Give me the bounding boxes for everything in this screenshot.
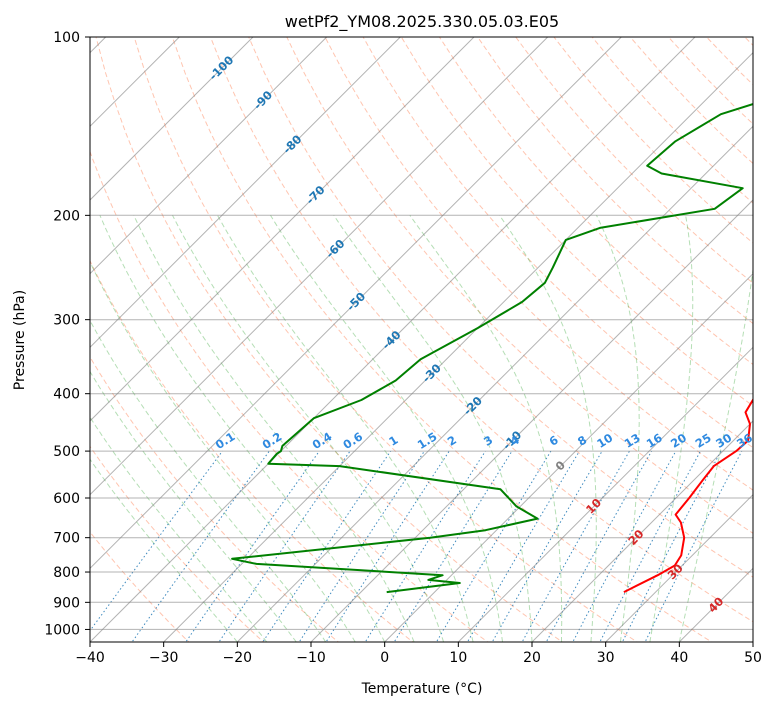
mixing-ratio-line xyxy=(466,450,580,642)
y-tick-label: 600 xyxy=(53,491,80,507)
moist-adiabat xyxy=(99,215,386,642)
x-tick-label: 10 xyxy=(449,650,467,666)
dry-adiabat xyxy=(286,37,753,534)
x-tick-label: 30 xyxy=(597,650,615,666)
x-tick-label: 0 xyxy=(380,650,389,666)
x-tick-label: 50 xyxy=(744,650,762,666)
dry-adiabat xyxy=(477,37,753,325)
isotherm-line xyxy=(163,51,753,642)
moist-adiabat xyxy=(90,370,297,642)
mixing-ratio-line xyxy=(185,450,320,642)
mixing-ratio-label: 36 xyxy=(734,430,755,450)
moist-adiabat xyxy=(409,215,563,642)
axes: −40 −30 −20 −10 0 10 20 30 40 50 100 200 300 400 500 60… xyxy=(44,30,762,666)
y-tick-label: 400 xyxy=(53,387,80,403)
x-tick-label: −30 xyxy=(149,650,179,666)
moist-adiabat xyxy=(499,215,597,642)
y-tick-label: 300 xyxy=(53,313,80,329)
isotherm-line xyxy=(90,37,696,642)
moist-adiabat xyxy=(649,215,694,642)
mixing-ratio-line xyxy=(298,450,425,642)
mixing-ratio-line xyxy=(131,450,270,642)
plot-frame xyxy=(89,36,754,643)
x-tick-label: −10 xyxy=(296,650,326,666)
x-tick-label: 40 xyxy=(670,650,688,666)
isotherm-line xyxy=(90,37,328,275)
y-tick-label: 100 xyxy=(53,30,80,46)
mixing-ratio-line xyxy=(599,450,701,642)
dry-adiabat xyxy=(95,37,564,642)
moist-adiabat xyxy=(90,260,356,642)
moist-adiabat xyxy=(133,215,415,642)
y-tick-label: 200 xyxy=(53,208,80,224)
y-tick-label: 900 xyxy=(53,595,80,611)
moist-adiabat xyxy=(90,416,268,642)
isotherm-line xyxy=(236,125,753,642)
dry-adiabat xyxy=(362,37,753,449)
y-tick-label: 700 xyxy=(53,531,80,547)
isotherm-line xyxy=(457,346,753,642)
moist-adiabat xyxy=(90,458,238,642)
moist-adiabat xyxy=(596,215,640,642)
series-layer xyxy=(231,102,753,594)
x-tick-label: −40 xyxy=(75,650,105,666)
isotherm-line xyxy=(90,37,549,496)
dry-adiabat xyxy=(90,356,340,642)
dewpoint-profile xyxy=(231,102,753,594)
isotherm-line xyxy=(90,37,622,570)
mixing-ratio-line xyxy=(90,450,223,632)
y-axis-label: Pressure (hPa) xyxy=(12,290,28,390)
x-tick-label: −20 xyxy=(223,650,253,666)
mixing-ratio-line xyxy=(621,450,722,642)
chart-title: wetPf2_YM08.2025.330.05.03.E05 xyxy=(285,12,559,32)
y-tick-label: 1000 xyxy=(44,622,80,638)
mixing-ratio-line xyxy=(393,450,513,642)
isotherm-line xyxy=(90,37,475,422)
temperature-profile xyxy=(623,397,753,593)
isotherm-line xyxy=(90,37,254,201)
isotherm-line xyxy=(531,420,753,642)
isotherm-line xyxy=(384,272,753,642)
mixing-ratio-line xyxy=(262,450,392,642)
mixing-ratio-line xyxy=(325,450,450,642)
y-tick-label: 500 xyxy=(53,444,80,460)
x-axis-label: Temperature (°C) xyxy=(361,681,483,697)
dry-adiabat xyxy=(90,150,489,642)
x-tick-label: 20 xyxy=(523,650,541,666)
y-tick-label: 800 xyxy=(53,565,80,581)
moist-adiabat xyxy=(172,215,445,642)
dry-adiabat xyxy=(438,37,753,366)
moist-adiabat xyxy=(90,319,327,642)
isotherm-line xyxy=(605,493,753,642)
dry-adiabat xyxy=(90,445,265,642)
dry-adiabat xyxy=(324,37,753,491)
mixing-ratio-line xyxy=(218,450,351,642)
moist-adiabat xyxy=(270,215,503,642)
mixing-ratio-line xyxy=(572,450,677,642)
moist-adiabat xyxy=(678,265,753,642)
isotherm-line xyxy=(310,199,753,642)
isotherm-line xyxy=(90,37,401,349)
grid-lines xyxy=(90,37,753,642)
